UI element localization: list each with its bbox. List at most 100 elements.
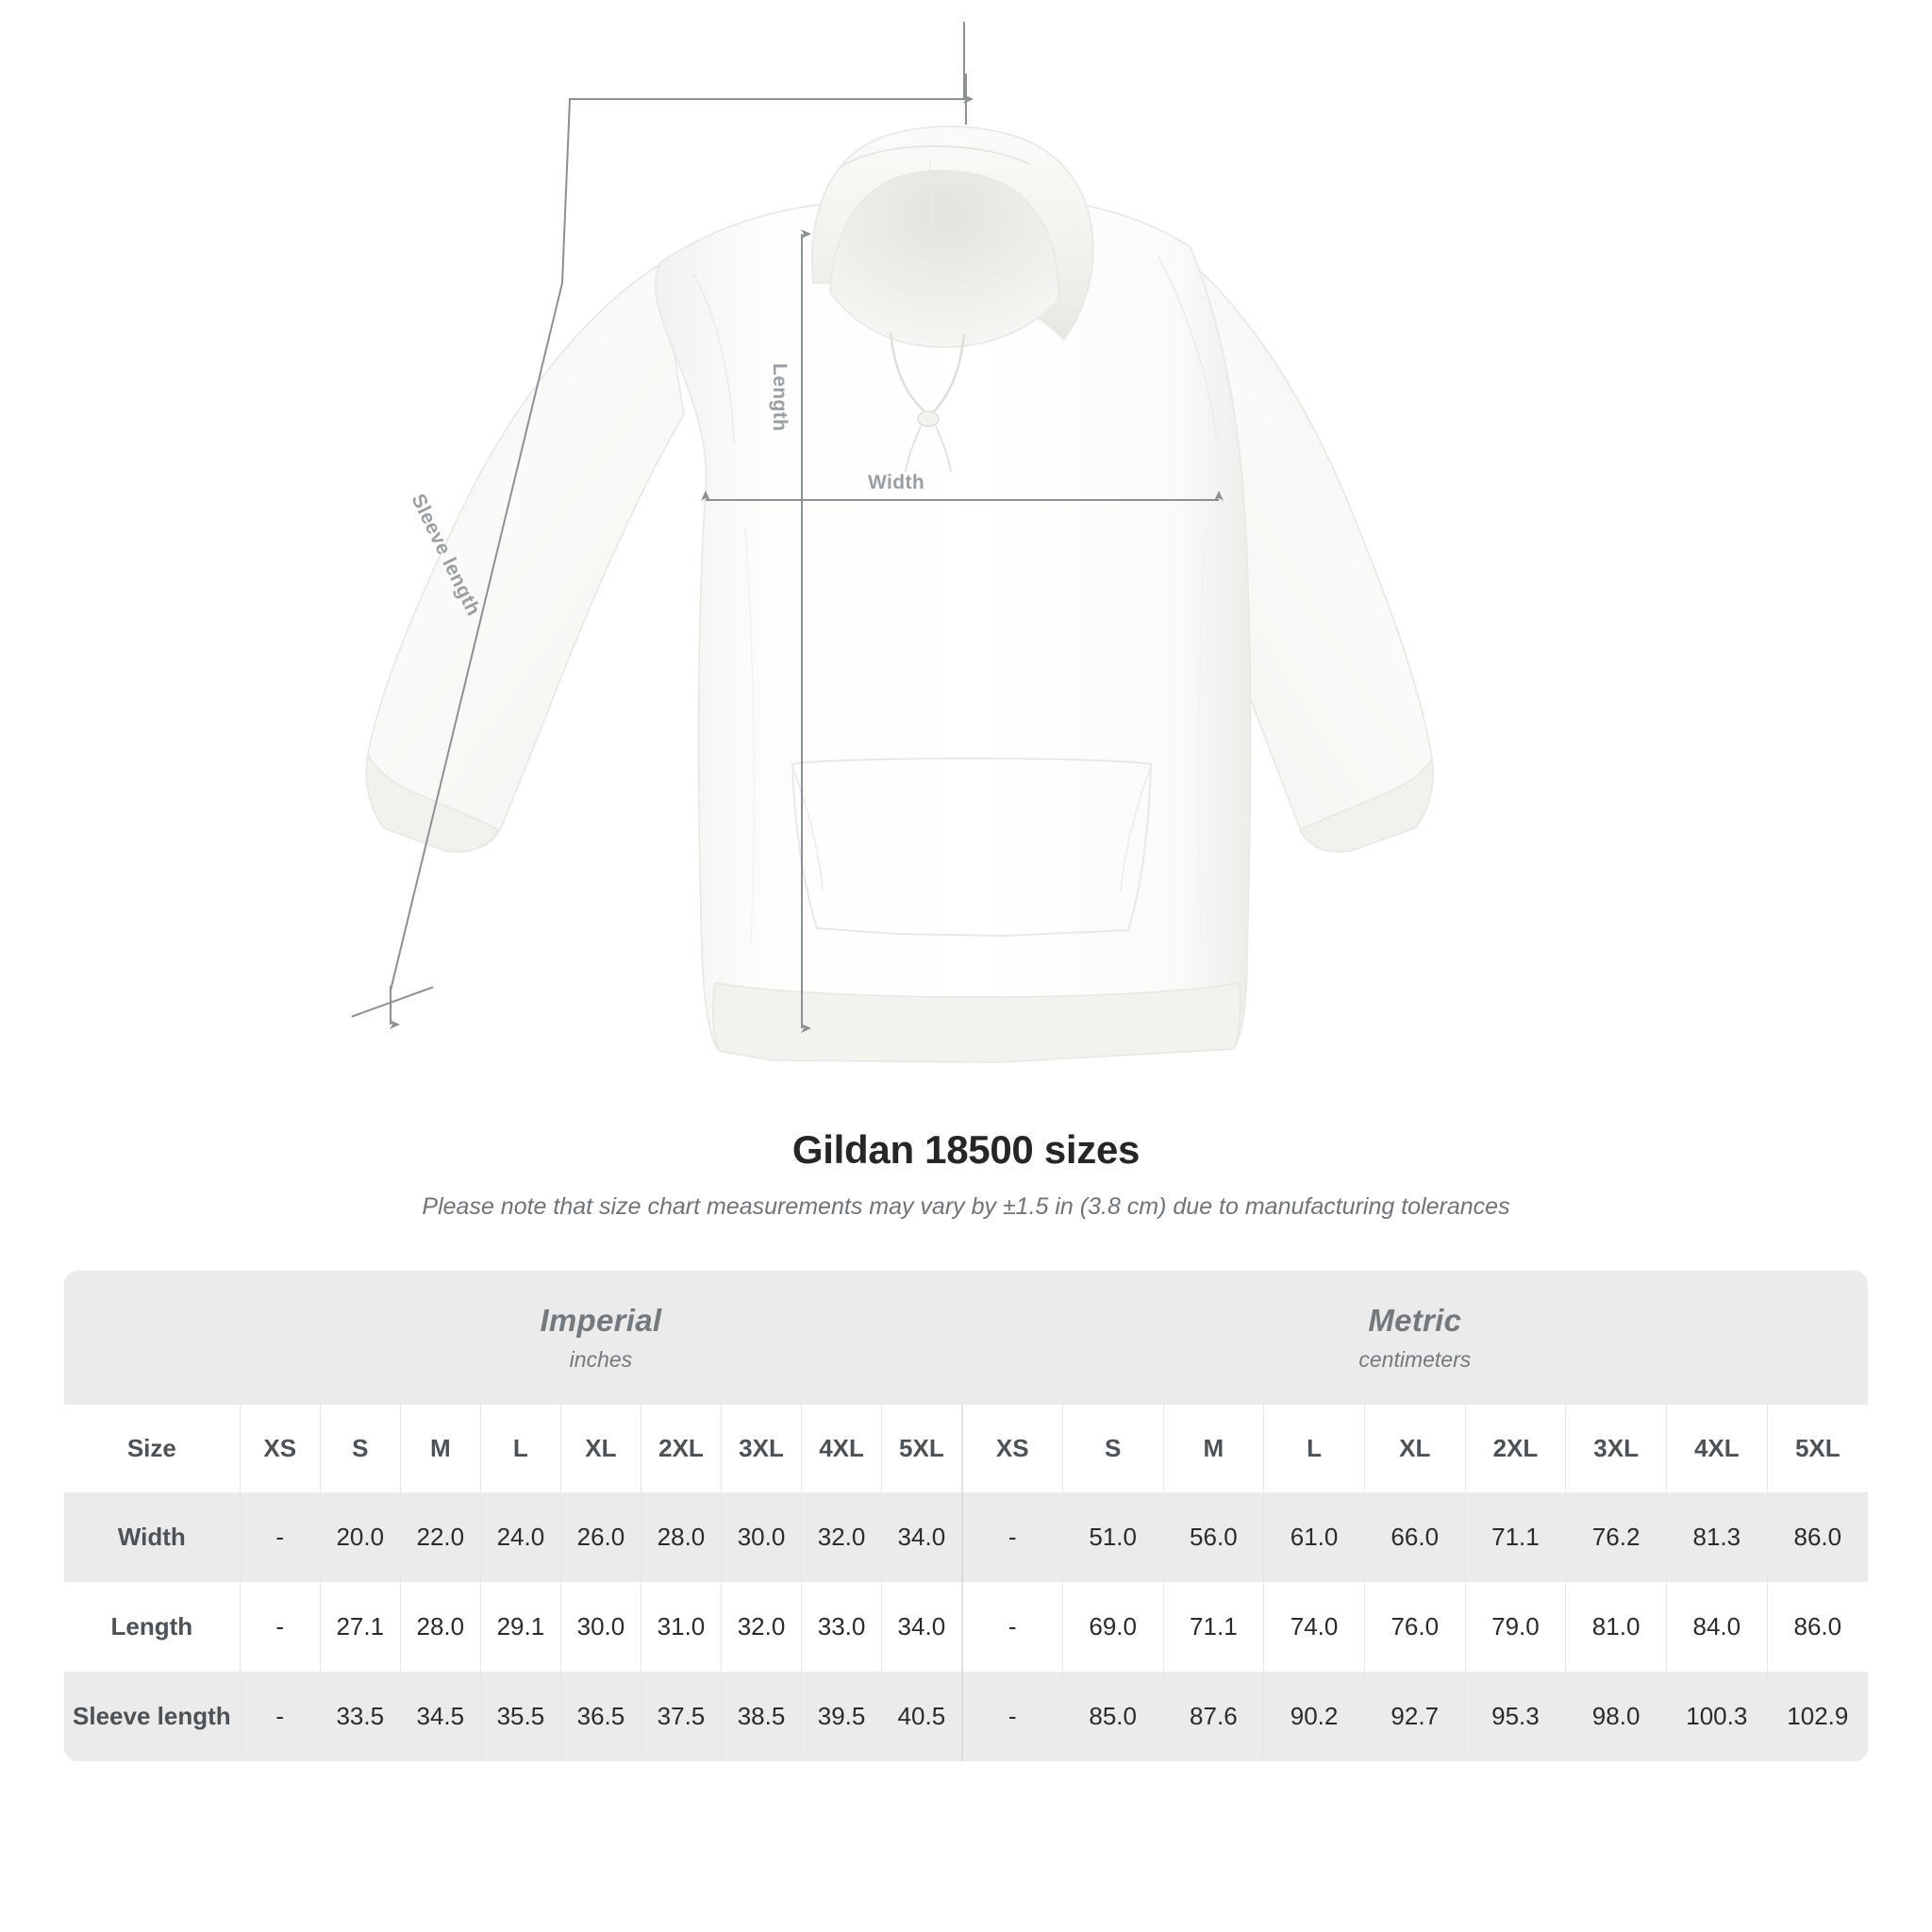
cell-width-metric-xs: - — [960, 1492, 1063, 1582]
cell-length-imperial-5xl: 34.0 — [881, 1582, 962, 1672]
row-label-length: Length — [64, 1582, 241, 1672]
cell-width-metric-xl: 66.0 — [1363, 1492, 1466, 1582]
cell-sleeve-length-metric-5xl: 102.9 — [1766, 1672, 1868, 1761]
cell-length-imperial-s: 27.1 — [319, 1582, 401, 1672]
cell-length-imperial-3xl: 32.0 — [720, 1582, 802, 1672]
table-row: Sleeve length -33.5 34.5 35.5 36.5 37.5 38.5 39… — [64, 1672, 1868, 1761]
cell-sleeve-length-imperial-l: 35.5 — [479, 1672, 561, 1761]
table-row: Width -20.0 22.0 24.0 26.0 28.0 30.0 32.0 34.0-5… — [64, 1492, 1868, 1582]
garment-diagram: Length Width Sleeve length — [351, 22, 1434, 1063]
size-header-imperial-m: M — [399, 1405, 481, 1492]
cell-sleeve-length-imperial-s: 33.5 — [319, 1672, 401, 1761]
table-row: Length -27.1 28.0 29.1 30.0 31.0 32.0 33.0 34.0-… — [64, 1582, 1868, 1672]
cell-length-imperial-m: 28.0 — [399, 1582, 481, 1672]
unit-header-imperial: Imperial inches — [240, 1271, 962, 1405]
cell-sleeve-length-metric-s: 85.0 — [1061, 1672, 1164, 1761]
diagram-label-length: Length — [769, 363, 791, 432]
tolerance-note: Please note that size chart measurements… — [422, 1193, 1510, 1220]
cell-sleeve-length-imperial-xs: - — [239, 1672, 321, 1761]
row-label-width: Width — [64, 1492, 241, 1582]
cell-width-metric-s: 51.0 — [1061, 1492, 1164, 1582]
cell-sleeve-length-imperial-xl: 36.5 — [559, 1672, 641, 1761]
size-header-metric-4xl: 4XL — [1665, 1405, 1768, 1492]
cell-length-metric-s: 69.0 — [1061, 1582, 1164, 1672]
cell-width-metric-l: 61.0 — [1263, 1492, 1365, 1582]
cell-width-imperial-4xl: 32.0 — [801, 1492, 882, 1582]
size-header-imperial-xl: XL — [559, 1405, 641, 1492]
size-header-row: Size XS S M L XL 2XL 3XL 4XL 5XL XS S M L XL 2XL 3XL 4XL 5… — [64, 1405, 1868, 1492]
size-header-imperial-s: S — [319, 1405, 401, 1492]
cell-width-metric-5xl: 86.0 — [1766, 1492, 1868, 1582]
cell-width-metric-m: 56.0 — [1162, 1492, 1264, 1582]
cell-length-imperial-xl: 30.0 — [559, 1582, 641, 1672]
cell-width-imperial-2xl: 28.0 — [640, 1492, 722, 1582]
cell-length-imperial-4xl: 33.0 — [801, 1582, 882, 1672]
cell-length-metric-xl: 76.0 — [1363, 1582, 1466, 1672]
unit-subtitle: centimeters — [1358, 1347, 1472, 1372]
cell-sleeve-length-metric-4xl: 100.3 — [1665, 1672, 1768, 1761]
unit-header-spacer — [64, 1271, 241, 1405]
cell-width-imperial-xs: - — [239, 1492, 321, 1582]
cell-length-metric-5xl: 86.0 — [1766, 1582, 1868, 1672]
measurement-annotations — [351, 22, 1224, 1033]
size-header-metric-xl: XL — [1363, 1405, 1466, 1492]
size-header-metric-s: S — [1061, 1405, 1164, 1492]
cell-length-imperial-2xl: 31.0 — [640, 1582, 722, 1672]
row-label-sleeve-length: Sleeve length — [64, 1672, 241, 1761]
cell-width-imperial-5xl: 34.0 — [881, 1492, 962, 1582]
size-header-imperial-l: L — [479, 1405, 561, 1492]
cell-length-metric-xs: - — [960, 1582, 1063, 1672]
cell-sleeve-length-imperial-m: 34.5 — [399, 1672, 481, 1761]
title-block: Gildan 18500 sizes Please note that size… — [0, 1127, 1932, 1221]
cell-width-imperial-l: 24.0 — [479, 1492, 561, 1582]
cell-sleeve-length-metric-l: 90.2 — [1263, 1672, 1365, 1761]
cell-sleeve-length-metric-xl: 92.7 — [1363, 1672, 1466, 1761]
sleeve-leader — [390, 98, 966, 991]
cell-length-metric-m: 71.1 — [1162, 1582, 1264, 1672]
size-header-metric-3xl: 3XL — [1565, 1405, 1667, 1492]
size-header-metric-2xl: 2XL — [1464, 1405, 1566, 1492]
cell-sleeve-length-metric-m: 87.6 — [1162, 1672, 1264, 1761]
size-table-container: Imperial inches Metric centimeters Size XS S M L… — [64, 1271, 1868, 1761]
cell-width-metric-3xl: 76.2 — [1565, 1492, 1667, 1582]
cell-length-metric-l: 74.0 — [1263, 1582, 1365, 1672]
cell-length-metric-3xl: 81.0 — [1565, 1582, 1667, 1672]
unit-header-metric: Metric centimeters — [961, 1271, 1868, 1405]
unit-subtitle: inches — [569, 1347, 633, 1372]
unit-name: Metric — [1368, 1303, 1462, 1338]
page-title: Gildan 18500 sizes — [791, 1127, 1141, 1172]
cell-sleeve-length-imperial-4xl: 39.5 — [801, 1672, 882, 1761]
size-chart-table: Imperial inches Metric centimeters Size XS S M L… — [64, 1271, 1868, 1761]
size-header-imperial-5xl: 5XL — [881, 1405, 962, 1492]
size-header-metric-l: L — [1263, 1405, 1365, 1492]
cell-width-imperial-xl: 26.0 — [559, 1492, 641, 1582]
cell-sleeve-length-metric-2xl: 95.3 — [1464, 1672, 1566, 1761]
cell-sleeve-length-imperial-3xl: 38.5 — [720, 1672, 802, 1761]
size-header-metric-m: M — [1162, 1405, 1264, 1492]
cell-sleeve-length-metric-xs: - — [960, 1672, 1063, 1761]
cell-width-metric-2xl: 71.1 — [1464, 1492, 1566, 1582]
cell-sleeve-length-metric-3xl: 98.0 — [1565, 1672, 1667, 1761]
diagram-label-width: Width — [868, 472, 925, 493]
cell-sleeve-length-imperial-2xl: 37.5 — [640, 1672, 722, 1761]
column-header-size: Size — [64, 1405, 241, 1492]
size-header-metric-xs: XS — [960, 1405, 1063, 1492]
cell-length-imperial-xs: - — [239, 1582, 321, 1672]
cell-width-metric-4xl: 81.3 — [1665, 1492, 1768, 1582]
sleeve-end-tick — [351, 986, 434, 1018]
cell-sleeve-length-imperial-5xl: 40.5 — [881, 1672, 962, 1761]
size-header-imperial-4xl: 4XL — [801, 1405, 882, 1492]
cell-length-metric-2xl: 79.0 — [1464, 1582, 1566, 1672]
size-header-imperial-2xl: 2XL — [640, 1405, 722, 1492]
cell-width-imperial-3xl: 30.0 — [720, 1492, 802, 1582]
size-header-imperial-xs: XS — [239, 1405, 321, 1492]
unit-header-row: Imperial inches Metric centimeters — [64, 1271, 1868, 1405]
size-header-imperial-3xl: 3XL — [720, 1405, 802, 1492]
cell-width-imperial-m: 22.0 — [399, 1492, 481, 1582]
size-header-metric-5xl: 5XL — [1766, 1405, 1868, 1492]
cell-width-imperial-s: 20.0 — [319, 1492, 401, 1582]
unit-name: Imperial — [540, 1303, 662, 1338]
cell-length-imperial-l: 29.1 — [479, 1582, 561, 1672]
cell-length-metric-4xl: 84.0 — [1665, 1582, 1768, 1672]
